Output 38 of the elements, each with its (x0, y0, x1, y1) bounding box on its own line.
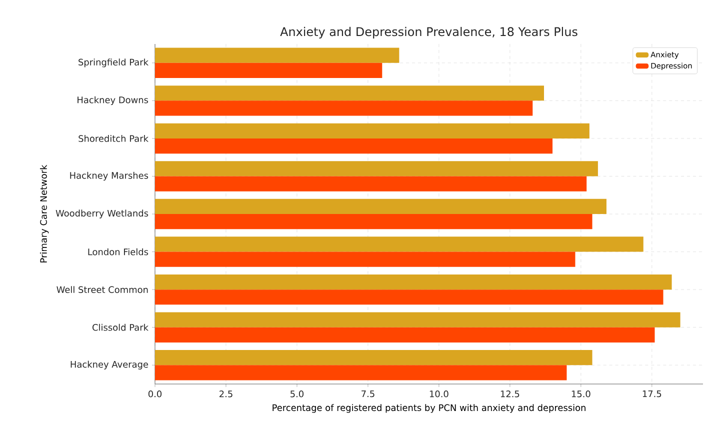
bar (155, 236, 644, 252)
bar (155, 312, 680, 328)
y-tick-label: Hackney Average (70, 360, 148, 370)
bar (155, 365, 567, 380)
bar (155, 290, 664, 305)
bar (155, 123, 590, 138)
x-tick-label: 10.0 (430, 390, 448, 398)
x-tick-label: 17.5 (642, 390, 662, 398)
bar (155, 161, 598, 176)
x-tick-label: 7.5 (362, 390, 374, 398)
x-tick-label: 2.5 (220, 390, 232, 398)
y-tick-label: Woodberry Wetlands (56, 210, 148, 218)
y-tick-label: Hackney Downs (78, 96, 148, 106)
bar (155, 198, 606, 214)
bar (155, 214, 592, 230)
bar (155, 62, 382, 78)
bar (155, 274, 672, 290)
bar (155, 48, 400, 63)
y-tick-label: Springfield Park (78, 58, 148, 68)
x-tick-label: 15.0 (572, 390, 590, 398)
y-tick-label: Hackney Marshes (70, 172, 148, 181)
bar (155, 100, 533, 116)
y-tick-label: Well Street Common (56, 286, 148, 294)
bar (155, 176, 587, 192)
y-tick-label: Clissold Park (92, 324, 148, 331)
x-axis-title: Percentage of registered patients by PCN with anxiety and depression (272, 404, 586, 413)
y-tick-label: Shoreditch Park (78, 134, 148, 142)
bar (155, 138, 553, 154)
x-tick-label: 0.0 (148, 390, 162, 398)
y-tick-label: London Fields (88, 248, 148, 256)
bar (155, 327, 655, 342)
bar (155, 252, 576, 267)
bar (155, 350, 592, 366)
x-tick-label: 12.5 (500, 390, 520, 398)
bar (155, 86, 544, 101)
chart-title: Anxiety and Depression Prevalence, 18 Years Plus (280, 26, 578, 38)
y-axis-title: Primary Care Network (40, 164, 49, 262)
x-tick-label: 5.0 (290, 390, 304, 398)
